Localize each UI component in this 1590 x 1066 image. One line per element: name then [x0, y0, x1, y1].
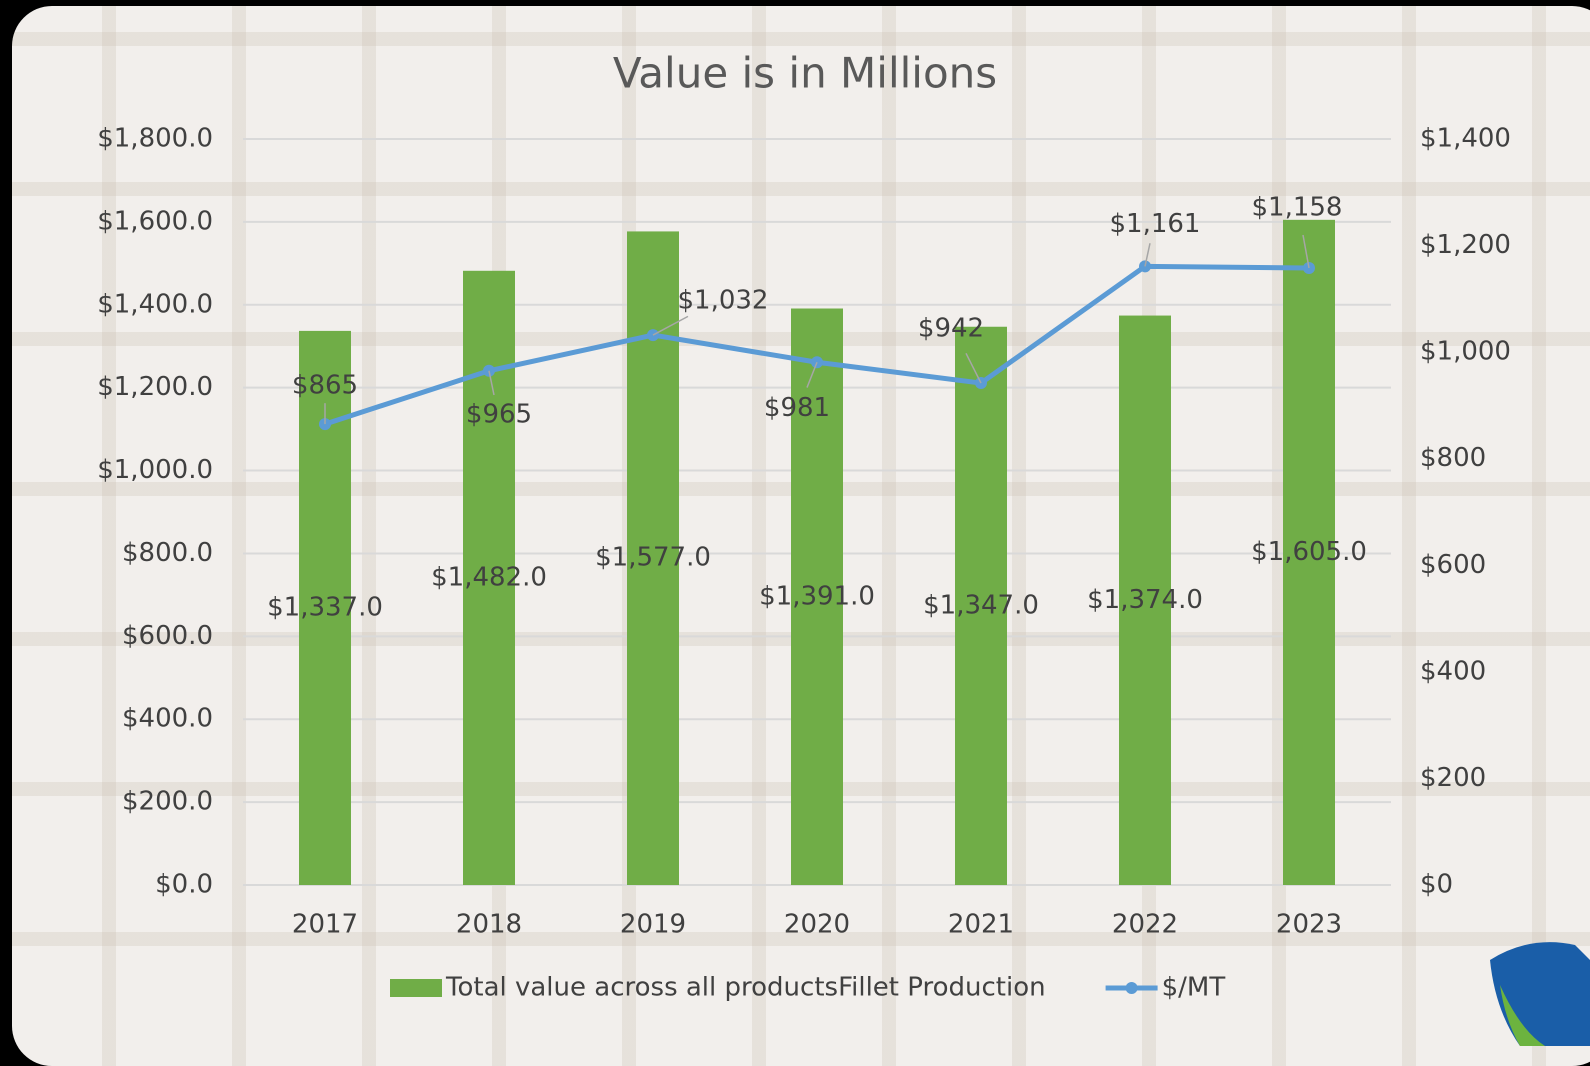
legend-label: Total value across all productsFillet Pr… — [445, 973, 1046, 1003]
y-tick-label: $600.0 — [122, 621, 213, 651]
bar-value-label: $1,577.0 — [595, 543, 711, 573]
x-tick-label: 2022 — [1112, 910, 1178, 940]
bar-value-label: $1,605.0 — [1251, 537, 1367, 567]
bar-value-label: $1,337.0 — [267, 592, 383, 622]
line-value-label: $981 — [764, 393, 830, 423]
chart-title: Value is in Millions — [613, 49, 997, 98]
line-value-label: $1,161 — [1110, 209, 1201, 239]
bar — [1283, 219, 1335, 886]
line-value-label: $1,158 — [1252, 192, 1343, 222]
y2-tick-label: $600 — [1420, 550, 1486, 580]
y-tick-label: $1,800.0 — [97, 124, 213, 154]
y2-tick-label: $400 — [1420, 656, 1486, 686]
x-tick-label: 2023 — [1276, 910, 1342, 940]
bar-value-label: $1,482.0 — [431, 562, 547, 592]
bar-value-label: $1,347.0 — [923, 590, 1039, 620]
legend-swatch — [390, 979, 442, 997]
bar — [791, 308, 843, 885]
y2-tick-label: $1,000 — [1420, 337, 1511, 367]
line-value-label: $942 — [918, 314, 984, 344]
y-tick-label: $1,600.0 — [97, 206, 213, 236]
x-tick-label: 2021 — [948, 910, 1014, 940]
line-value-label: $1,032 — [678, 286, 769, 316]
x-tick-label: 2018 — [456, 910, 522, 940]
leader-line — [1302, 234, 1310, 269]
y2-tick-label: $200 — [1420, 763, 1486, 793]
y2-tick-label: $1,200 — [1420, 230, 1511, 260]
y2-tick-label: $800 — [1420, 443, 1486, 473]
legend-label: $/MT — [1162, 973, 1226, 1003]
y-tick-label: $1,000.0 — [97, 455, 213, 485]
bar-value-label: $1,374.0 — [1087, 585, 1203, 615]
legend-swatch-point — [1125, 982, 1138, 994]
y-tick-label: $1,400.0 — [97, 289, 213, 319]
bar — [955, 326, 1007, 885]
bar — [1119, 315, 1171, 885]
x-tick-label: 2017 — [292, 910, 358, 940]
y-tick-label: $1,200.0 — [97, 372, 213, 402]
leader-line — [1144, 243, 1151, 267]
x-tick-label: 2020 — [784, 910, 850, 940]
logo — [1490, 942, 1590, 1046]
y-tick-label: $200.0 — [122, 787, 213, 817]
x-tick-label: 2019 — [620, 910, 686, 940]
y2-tick-label: $1,400 — [1420, 124, 1511, 154]
y-tick-label: $0.0 — [155, 870, 213, 900]
y-tick-label: $800.0 — [122, 538, 213, 568]
bar-value-label: $1,391.0 — [759, 581, 875, 611]
y-tick-label: $400.0 — [122, 704, 213, 734]
line-value-label: $965 — [466, 399, 532, 429]
y2-tick-label: $0 — [1420, 870, 1453, 900]
leader-line — [652, 315, 689, 336]
leader-line — [488, 370, 495, 396]
leader-line — [965, 353, 982, 384]
leader-line — [806, 361, 818, 388]
line-value-label: $865 — [292, 371, 358, 401]
